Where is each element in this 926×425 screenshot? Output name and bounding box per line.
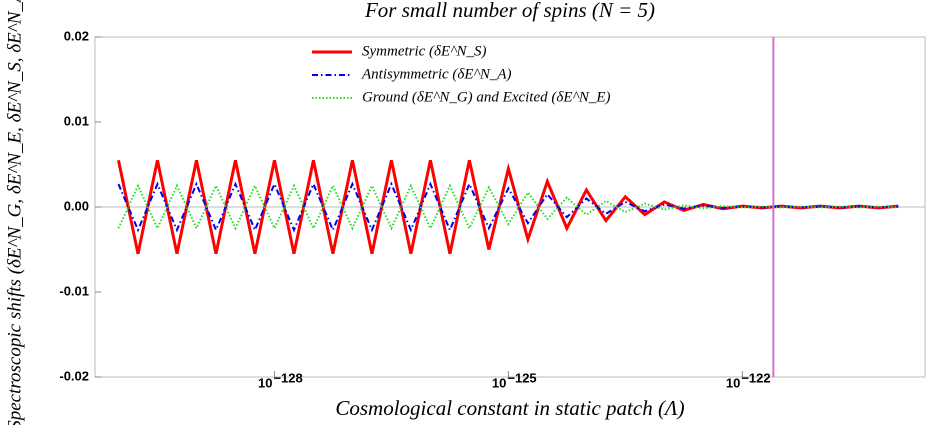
chart-title: For small number of spins (N = 5) (364, 0, 655, 22)
y-axis-label: Spectroscopic shifts (δE^N_G, δE^N_E, δE… (4, 0, 25, 425)
y-tick-label: 0.01 (64, 113, 89, 128)
x-tick-exponent: −122 (741, 370, 770, 385)
y-tick-label: -0.02 (59, 368, 89, 383)
x-tick-label: 10 (492, 375, 506, 390)
x-tick-exponent: −125 (507, 370, 536, 385)
x-tick-label: 10 (258, 375, 272, 390)
y-tick-label: 0.02 (64, 28, 89, 43)
series-line (117, 183, 899, 231)
legend-label: Symmetric (δE^N_S) (362, 43, 487, 59)
x-tick-exponent: −128 (273, 370, 302, 385)
x-tick-label: 10 (726, 375, 740, 390)
legend-label: Antisymmetric (δE^N_A) (361, 66, 512, 82)
series-line (117, 181, 899, 233)
x-axis-label: Cosmological constant in static patch (Λ… (335, 396, 684, 420)
series-line (117, 159, 899, 255)
y-tick-label: 0.00 (64, 198, 89, 213)
legend-label: Ground (δE^N_G) and Excited (δE^N_E) (362, 89, 611, 105)
y-tick-label: -0.01 (59, 283, 89, 298)
